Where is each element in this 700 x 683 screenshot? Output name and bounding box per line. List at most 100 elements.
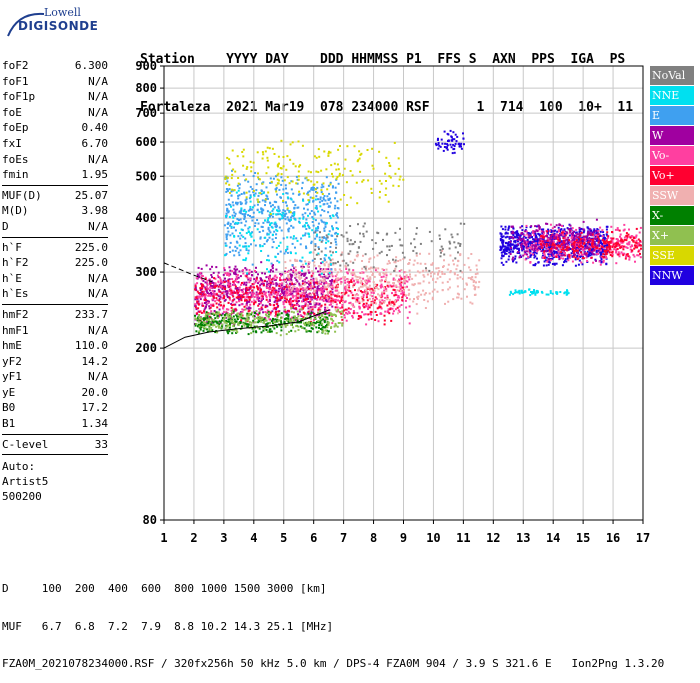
echo-point bbox=[323, 300, 325, 302]
echo-point bbox=[335, 192, 337, 194]
echo-point bbox=[246, 168, 248, 170]
echo-point bbox=[337, 285, 339, 287]
echo-point bbox=[459, 253, 461, 255]
echo-point bbox=[197, 303, 199, 305]
echo-point bbox=[404, 286, 406, 288]
echo-point bbox=[307, 304, 309, 306]
echo-point bbox=[265, 276, 267, 278]
echo-point bbox=[576, 232, 578, 234]
echo-point bbox=[341, 252, 343, 254]
echo-point bbox=[463, 223, 465, 225]
echo-point bbox=[404, 271, 406, 273]
echo-point bbox=[285, 301, 287, 303]
echo-point bbox=[291, 199, 293, 201]
echo-point bbox=[301, 285, 303, 287]
echo-point bbox=[322, 292, 324, 294]
echo-point bbox=[227, 296, 229, 298]
echo-point bbox=[444, 146, 446, 148]
echo-point bbox=[297, 313, 299, 315]
echo-point bbox=[246, 299, 248, 301]
echo-point bbox=[372, 165, 374, 167]
echo-point bbox=[504, 250, 506, 252]
echo-point bbox=[558, 251, 560, 253]
echo-point bbox=[272, 238, 274, 240]
echo-point bbox=[338, 292, 340, 294]
echo-point bbox=[195, 285, 197, 287]
echo-point bbox=[226, 157, 228, 159]
echo-point bbox=[288, 331, 290, 333]
echo-point bbox=[406, 297, 408, 299]
echo-point bbox=[287, 176, 289, 178]
echo-point bbox=[625, 256, 627, 258]
echo-point bbox=[444, 143, 446, 145]
echo-point bbox=[234, 280, 236, 282]
echo-point bbox=[269, 322, 271, 324]
echo-point bbox=[380, 280, 382, 282]
echo-point bbox=[477, 273, 479, 275]
echo-point bbox=[243, 293, 245, 295]
echo-point bbox=[443, 150, 445, 152]
echo-point bbox=[232, 169, 234, 171]
echo-point bbox=[255, 267, 257, 269]
echo-point bbox=[246, 272, 248, 274]
echo-point bbox=[314, 231, 316, 233]
echo-point bbox=[201, 291, 203, 293]
echo-point bbox=[347, 284, 349, 286]
echo-point bbox=[236, 301, 238, 303]
echo-point bbox=[266, 299, 268, 301]
echo-point bbox=[205, 315, 207, 317]
echo-point bbox=[633, 254, 635, 256]
echo-point bbox=[363, 266, 365, 268]
echo-point bbox=[275, 237, 277, 239]
echo-point bbox=[423, 274, 425, 276]
echo-point bbox=[350, 302, 352, 304]
echo-point bbox=[290, 236, 292, 238]
echo-point bbox=[240, 249, 242, 251]
echo-point bbox=[457, 242, 459, 244]
echo-point bbox=[280, 293, 282, 295]
echo-point bbox=[505, 232, 507, 234]
echo-point bbox=[394, 173, 396, 175]
echo-point bbox=[219, 294, 221, 296]
echo-point bbox=[307, 194, 309, 196]
echo-point bbox=[326, 318, 328, 320]
echo-point bbox=[532, 238, 534, 240]
echo-point bbox=[357, 289, 359, 291]
echo-point bbox=[237, 177, 239, 179]
echo-point bbox=[341, 307, 343, 309]
echo-point bbox=[250, 332, 252, 334]
echo-point bbox=[241, 151, 243, 153]
echo-point bbox=[236, 278, 238, 280]
echo-point bbox=[255, 245, 257, 247]
echo-point bbox=[569, 235, 571, 237]
echo-point bbox=[281, 291, 283, 293]
echo-point bbox=[441, 143, 443, 145]
echo-point bbox=[399, 259, 401, 261]
echo-point bbox=[232, 296, 234, 298]
echo-point bbox=[240, 284, 242, 286]
echo-point bbox=[330, 254, 332, 256]
echo-point bbox=[380, 295, 382, 297]
echo-point bbox=[272, 289, 274, 291]
echo-point bbox=[312, 272, 314, 274]
echo-point bbox=[415, 275, 417, 277]
echo-point bbox=[365, 253, 367, 255]
echo-point bbox=[278, 245, 280, 247]
echo-point bbox=[221, 324, 223, 326]
echo-point bbox=[389, 249, 391, 251]
echo-point bbox=[249, 226, 251, 228]
echo-point bbox=[288, 270, 290, 272]
echo-point bbox=[289, 273, 291, 275]
echo-point bbox=[467, 257, 469, 259]
echo-point bbox=[304, 288, 306, 290]
echo-point bbox=[337, 163, 339, 165]
echo-point bbox=[384, 173, 386, 175]
echo-point bbox=[336, 281, 338, 283]
echo-point bbox=[332, 262, 334, 264]
echo-point bbox=[398, 295, 400, 297]
echo-point bbox=[402, 252, 404, 254]
echo-point bbox=[321, 209, 323, 211]
echo-point bbox=[249, 269, 251, 271]
echo-point bbox=[506, 253, 508, 255]
echo-point bbox=[210, 304, 212, 306]
